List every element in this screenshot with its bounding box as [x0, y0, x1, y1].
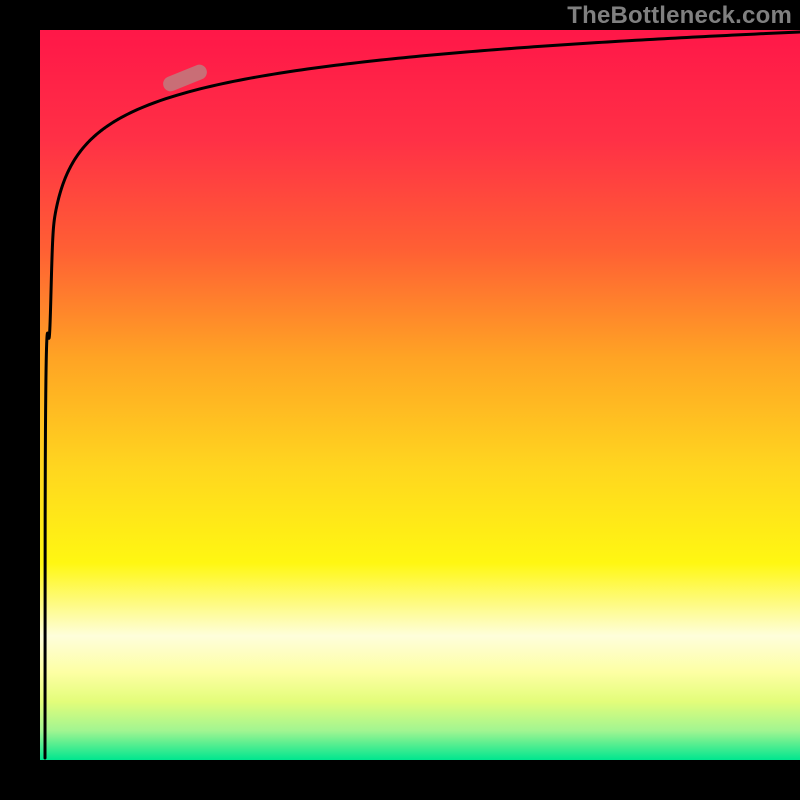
chart-wrapper: TheBottleneck.com [0, 0, 800, 800]
attribution-text: TheBottleneck.com [567, 2, 792, 30]
gradient-fill [40, 30, 800, 760]
bottleneck-chart [0, 0, 800, 800]
